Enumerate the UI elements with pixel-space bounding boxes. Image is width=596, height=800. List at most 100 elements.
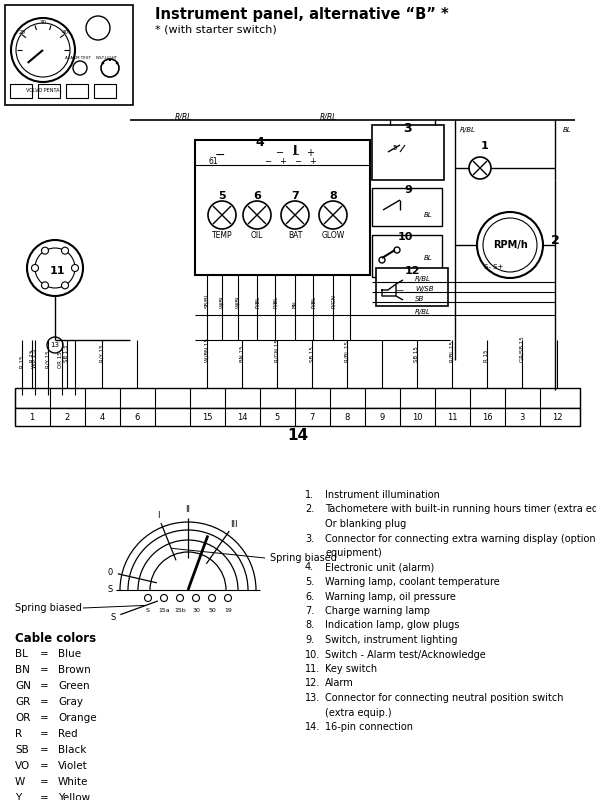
- Text: Blue: Blue: [58, 649, 81, 659]
- Text: 8.: 8.: [305, 621, 314, 630]
- Text: Yellow: Yellow: [58, 793, 90, 800]
- Text: Green: Green: [58, 681, 89, 691]
- Text: 3: 3: [519, 413, 524, 422]
- Text: 15: 15: [202, 413, 212, 422]
- Bar: [15, 388, 580, 408]
- Text: R 15: R 15: [485, 350, 489, 362]
- Text: 4.: 4.: [305, 562, 314, 573]
- Bar: [66, 84, 88, 98]
- Text: +: +: [280, 158, 287, 166]
- Circle shape: [243, 201, 271, 229]
- Text: Black: Black: [58, 745, 86, 755]
- Text: =: =: [40, 665, 49, 675]
- Circle shape: [394, 247, 400, 253]
- Text: W/SB: W/SB: [415, 286, 433, 292]
- Text: W: W: [15, 777, 25, 787]
- Text: 12.: 12.: [305, 678, 321, 689]
- Text: 5: 5: [218, 191, 226, 201]
- Text: R/BL: R/BL: [460, 127, 476, 133]
- Circle shape: [208, 201, 236, 229]
- Circle shape: [73, 61, 87, 75]
- Text: 5: 5: [274, 413, 280, 422]
- Text: R/BL 15: R/BL 15: [449, 341, 455, 362]
- Text: =: =: [40, 713, 49, 723]
- Text: −: −: [215, 149, 225, 162]
- Text: 13.: 13.: [305, 693, 320, 703]
- Text: Red: Red: [58, 729, 77, 739]
- Text: W/BL: W/BL: [219, 294, 225, 308]
- Text: White: White: [58, 777, 88, 787]
- Circle shape: [225, 594, 231, 602]
- Text: Spring biased: Spring biased: [15, 603, 82, 613]
- Text: =: =: [40, 681, 49, 691]
- Bar: [38, 84, 60, 98]
- Circle shape: [61, 282, 69, 289]
- Text: R/BL: R/BL: [311, 296, 315, 308]
- Text: 7.: 7.: [305, 606, 314, 616]
- Text: R 15: R 15: [29, 350, 35, 362]
- Text: =: =: [40, 697, 49, 707]
- Text: SB/BL: SB/BL: [204, 292, 210, 308]
- Text: =: =: [40, 761, 49, 771]
- Text: 1: 1: [29, 413, 35, 422]
- Text: OIL: OIL: [251, 230, 263, 239]
- Text: =: =: [40, 777, 49, 787]
- Text: 19: 19: [224, 607, 232, 613]
- Bar: [94, 84, 116, 98]
- Text: 14.: 14.: [305, 722, 320, 732]
- Text: W/BL: W/BL: [235, 294, 241, 308]
- Text: 3.: 3.: [305, 534, 314, 543]
- Text: 6: 6: [134, 413, 139, 422]
- Text: 7: 7: [309, 413, 315, 422]
- Bar: [372, 125, 444, 180]
- Text: VOLVO PENTA: VOLVO PENTA: [26, 87, 60, 93]
- Text: ─: ─: [292, 150, 298, 160]
- Text: 50: 50: [208, 607, 216, 613]
- Circle shape: [61, 247, 69, 254]
- Text: 61: 61: [208, 158, 218, 166]
- Circle shape: [101, 59, 119, 77]
- Text: 11: 11: [49, 266, 65, 276]
- Text: Connector for connecting neutral position switch: Connector for connecting neutral positio…: [325, 693, 563, 703]
- Text: R/GN: R/GN: [331, 294, 336, 308]
- Text: OR 15: OR 15: [58, 351, 64, 368]
- Text: 6: 6: [253, 191, 261, 201]
- Text: 40: 40: [61, 30, 69, 34]
- Text: −: −: [265, 158, 272, 166]
- Text: 11.: 11.: [305, 664, 320, 674]
- Text: 13: 13: [51, 342, 60, 348]
- Text: Switch, instrument lighting: Switch, instrument lighting: [325, 635, 458, 645]
- Text: 4: 4: [256, 137, 265, 150]
- Circle shape: [281, 201, 309, 229]
- Circle shape: [483, 218, 537, 272]
- Text: R/BL: R/BL: [254, 296, 259, 308]
- Text: GR: GR: [15, 697, 30, 707]
- Text: I: I: [293, 143, 297, 157]
- Text: 11: 11: [447, 413, 457, 422]
- Circle shape: [47, 337, 63, 353]
- Text: SB: SB: [415, 296, 424, 302]
- Text: 0: 0: [107, 567, 113, 577]
- Text: S- S+: S- S+: [485, 264, 504, 270]
- Circle shape: [477, 212, 543, 278]
- Text: 5: 5: [393, 145, 397, 151]
- Circle shape: [32, 265, 39, 271]
- Text: SB 15: SB 15: [414, 346, 420, 362]
- Text: equipment): equipment): [325, 548, 382, 558]
- Text: (extra equip.): (extra equip.): [325, 707, 392, 718]
- Text: Orange: Orange: [58, 713, 97, 723]
- Text: GN: GN: [15, 681, 31, 691]
- Text: Tachometere with built-in running hours timer (extra equip.).: Tachometere with built-in running hours …: [325, 505, 596, 514]
- Text: 8: 8: [329, 191, 337, 201]
- Text: Connector for connecting extra warning display (optional: Connector for connecting extra warning d…: [325, 534, 596, 543]
- Text: BN 15: BN 15: [240, 346, 244, 362]
- Text: Instrument panel, alternative “B” *: Instrument panel, alternative “B” *: [155, 7, 449, 22]
- Text: =: =: [40, 793, 49, 800]
- Text: 10.: 10.: [305, 650, 320, 659]
- Text: R/Y 15: R/Y 15: [100, 344, 104, 362]
- Text: 5.: 5.: [305, 577, 314, 587]
- Circle shape: [35, 248, 75, 288]
- Text: S: S: [146, 607, 150, 613]
- Bar: [372, 188, 442, 226]
- Text: S: S: [107, 586, 113, 594]
